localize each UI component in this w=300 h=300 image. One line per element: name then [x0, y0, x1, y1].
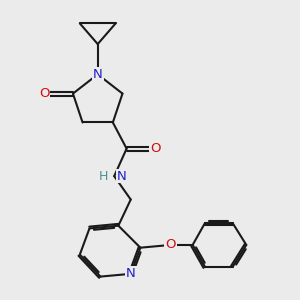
- Text: N: N: [93, 68, 103, 81]
- Text: O: O: [165, 238, 176, 251]
- Text: H: H: [99, 169, 108, 183]
- Text: O: O: [150, 142, 161, 155]
- Text: N: N: [126, 267, 136, 280]
- Text: N: N: [117, 169, 127, 183]
- Text: O: O: [39, 87, 49, 100]
